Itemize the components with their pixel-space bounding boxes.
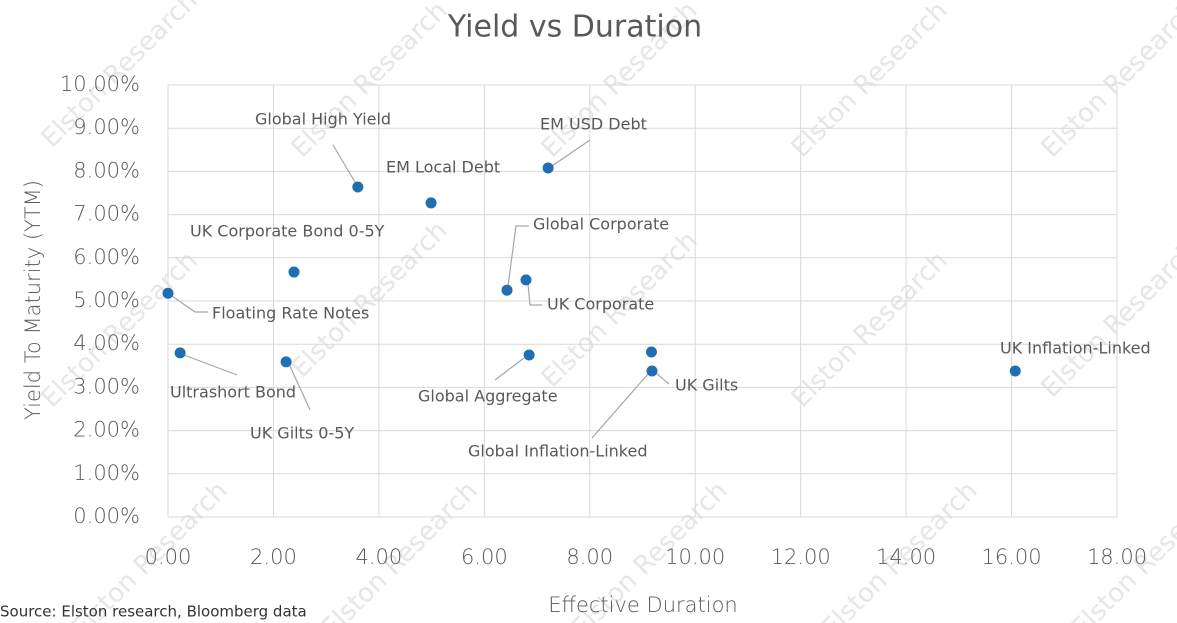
- y-axis-label: Yield To Maturity (YTM): [21, 180, 45, 420]
- point-label: Global Inflation-Linked: [468, 442, 647, 461]
- watermark: Elston Research: [1036, 236, 1177, 404]
- point-label: Global Aggregate: [418, 387, 558, 406]
- x-tick-label: 18.00: [1087, 545, 1147, 569]
- y-tick-label: 7.00%: [73, 202, 140, 226]
- x-tick-label: 0.00: [145, 545, 192, 569]
- x-tick-label: 2.00: [250, 545, 297, 569]
- watermark: Elston Research: [1036, 0, 1177, 164]
- y-tick-label: 6.00%: [73, 245, 140, 269]
- point: [1009, 365, 1021, 377]
- point: [645, 346, 657, 358]
- point: [280, 356, 292, 368]
- point: [288, 266, 300, 278]
- x-tick-label: 6.00: [461, 545, 508, 569]
- point-label: Floating Rate Notes: [212, 304, 369, 323]
- point: [520, 274, 532, 286]
- leader-line: [494, 357, 525, 381]
- leader-line: [527, 283, 542, 306]
- leader-line: [183, 354, 238, 376]
- x-tick-label: 4.00: [356, 545, 403, 569]
- x-axis-label: Effective Duration: [548, 593, 738, 617]
- watermark: Elston Research: [286, 216, 454, 384]
- y-tick-label: 4.00%: [73, 331, 140, 355]
- y-tick-label: 8.00%: [73, 158, 140, 182]
- watermark: Elston Research: [786, 0, 954, 164]
- y-tick-label: 10.00%: [60, 72, 140, 96]
- y-tick-label: 5.00%: [73, 288, 140, 312]
- x-tick-label: 12.00: [771, 545, 831, 569]
- point-label: EM Local Debt: [386, 158, 500, 177]
- point-label: Ultrashort Bond: [170, 383, 296, 402]
- y-tick-label: 2.00%: [73, 418, 140, 442]
- leader-line: [289, 365, 311, 411]
- y-tick-label: 9.00%: [73, 115, 140, 139]
- point-label: EM USD Debt: [540, 115, 647, 134]
- point: [174, 347, 186, 359]
- point-label: Global Corporate: [533, 215, 669, 234]
- leader-line: [507, 225, 529, 287]
- chart-title: Yield vs Duration: [447, 10, 702, 45]
- point: [352, 181, 364, 193]
- point-label: UK Corporate Bond 0-5Y: [190, 222, 385, 241]
- point: [646, 365, 658, 377]
- y-tick-label: 1.00%: [73, 461, 140, 485]
- x-tick-label: 10.00: [665, 545, 725, 569]
- point: [162, 287, 174, 299]
- point-label: UK Gilts 0-5Y: [250, 424, 354, 443]
- x-tick-label: 14.00: [876, 545, 936, 569]
- leader-line: [171, 295, 208, 313]
- watermark: Elston Research: [286, 0, 454, 164]
- y-tick-label: 3.00%: [73, 374, 140, 398]
- leader-line: [332, 144, 356, 183]
- point-label: UK Corporate: [547, 295, 654, 314]
- point: [425, 197, 437, 209]
- watermark: Elston Research: [786, 246, 954, 414]
- point-label: UK Inflation-Linked: [1000, 339, 1151, 358]
- leader-line: [551, 139, 591, 167]
- leader-line: [655, 372, 670, 385]
- point-label: Global High Yield: [255, 110, 391, 129]
- point: [542, 162, 554, 174]
- x-tick-label: 16.00: [981, 545, 1041, 569]
- leader-line: [591, 373, 649, 439]
- y-tick-label: 0.00%: [73, 504, 140, 528]
- point: [523, 349, 535, 361]
- point-label: UK Gilts: [675, 376, 738, 395]
- x-tick-label: 8.00: [566, 545, 613, 569]
- source-note: Source: Elston research, Bloomberg data: [0, 603, 307, 621]
- point: [501, 284, 513, 296]
